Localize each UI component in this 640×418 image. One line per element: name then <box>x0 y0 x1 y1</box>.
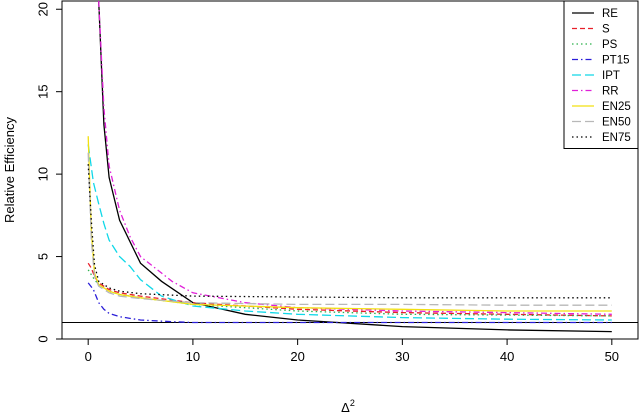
x-tick-label-30: 30 <box>395 349 409 364</box>
y-tick-label-20: 20 <box>35 2 50 16</box>
legend-label-en75: EN75 <box>602 132 631 144</box>
y-tick-label-10: 10 <box>35 167 50 181</box>
y-tick-label-0: 0 <box>35 335 50 342</box>
legend-label-en50: EN50 <box>602 117 631 129</box>
x-axis-label-superscript: 2 <box>350 398 355 408</box>
legend-label-ipt: IPT <box>602 70 620 82</box>
plot-frame <box>61 0 639 340</box>
x-tick-label-0: 0 <box>85 349 92 364</box>
legend-label-en25: EN25 <box>602 101 631 113</box>
series-line-en25 <box>87 136 612 312</box>
legend-label-rr: RR <box>602 86 619 98</box>
series-line-pt15 <box>87 282 612 324</box>
y-tick-label-5: 5 <box>35 253 50 260</box>
series-layer <box>87 1 612 333</box>
x-axis-label-main: Δ <box>341 400 350 415</box>
x-tick-label-40: 40 <box>500 349 514 364</box>
x-tick-label-10: 10 <box>186 349 200 364</box>
series-line-en50 <box>87 152 612 306</box>
axis-layer: 0 10 20 30 40 50 0 5 10 15 20 <box>35 2 619 364</box>
legend-label-ps: PS <box>602 39 618 51</box>
series-line-re <box>98 1 612 333</box>
series-line-ipt <box>87 144 612 321</box>
series-line-rr <box>98 1 612 315</box>
x-axis-label: Δ2 <box>341 398 355 415</box>
legend: RE S PS PT15 IPT RR EN25 EN50 EN75 <box>563 0 639 149</box>
x-tick-label-20: 20 <box>290 349 304 364</box>
legend-label-s: S <box>602 24 610 36</box>
y-axis-label: Relative Efficiency <box>2 117 17 223</box>
series-line-en75 <box>87 164 612 299</box>
legend-label-pt15: PT15 <box>602 55 630 67</box>
series-line-s <box>87 262 612 317</box>
series-line-ps <box>87 269 612 317</box>
y-tick-label-15: 15 <box>35 84 50 98</box>
x-tick-label-50: 50 <box>605 349 619 364</box>
legend-label-re: RE <box>602 8 618 20</box>
